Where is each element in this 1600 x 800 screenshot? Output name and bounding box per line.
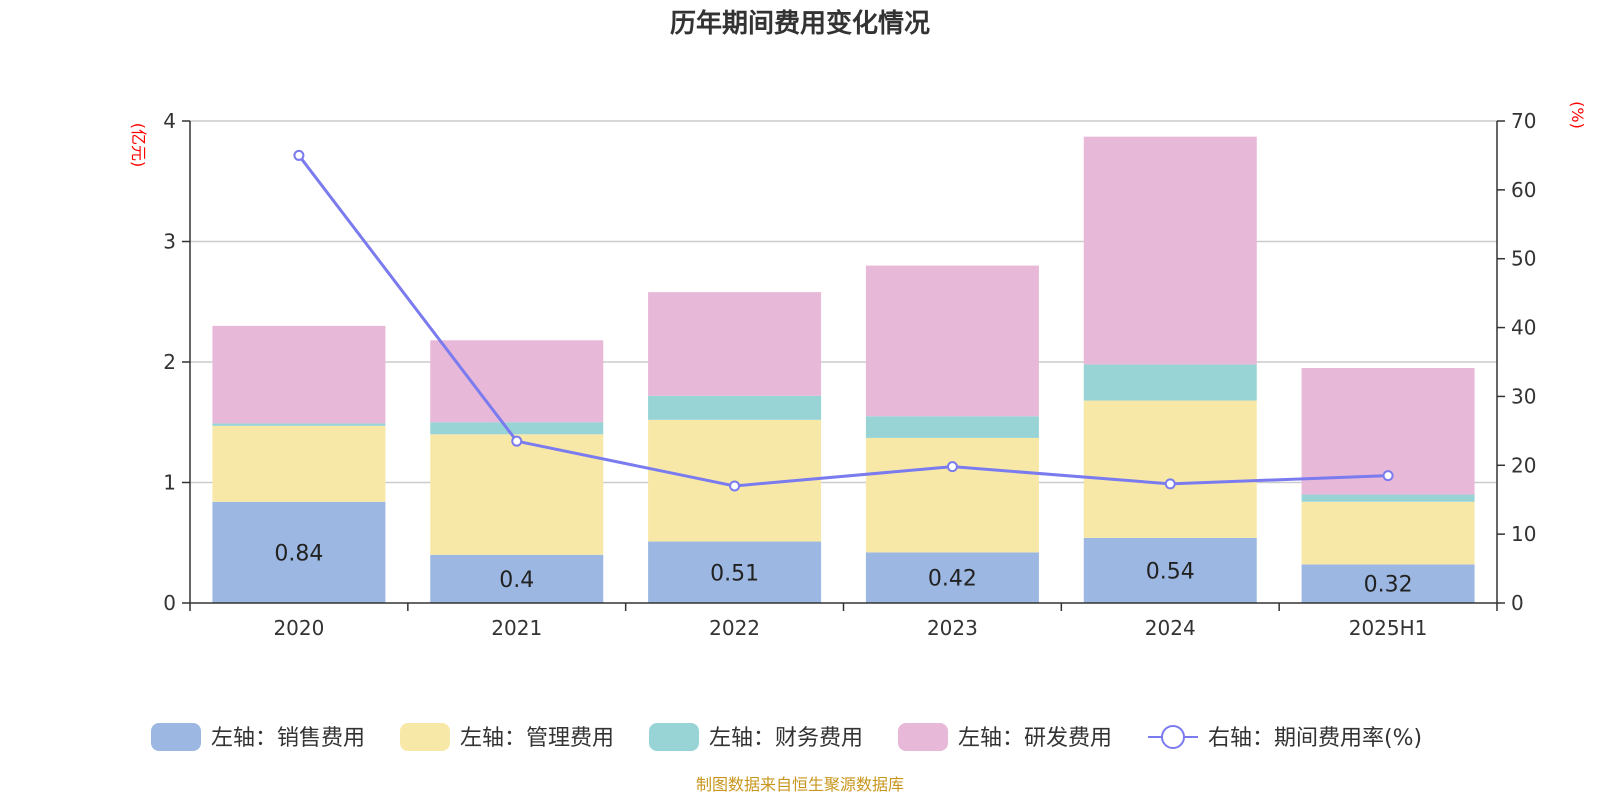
bar-segment <box>212 325 386 424</box>
bar-data-label: 0.4 <box>499 568 534 593</box>
bar-data-label: 0.84 <box>274 541 323 566</box>
right-axis-unit: (%) <box>1568 101 1587 129</box>
bar-segment <box>865 437 1039 553</box>
bar-segment <box>1083 537 1257 603</box>
legend-circle-marker <box>1161 725 1185 749</box>
bar-segment <box>648 395 822 420</box>
rate-point <box>1382 470 1394 482</box>
left-axis-tick-label: 0 <box>163 591 176 615</box>
right-axis-tick-label: 30 <box>1511 384 1536 408</box>
bar-data-label: 0.32 <box>1364 573 1413 598</box>
legend-label: 左轴：管理费用 <box>460 726 614 751</box>
right-axis-tick-label: 50 <box>1511 247 1536 271</box>
bar-data-label: 0.42 <box>928 567 977 592</box>
bar-segment <box>430 554 604 603</box>
rate-point <box>511 435 523 447</box>
rate-point <box>1164 478 1176 490</box>
rate-point <box>946 461 958 473</box>
bar-segment <box>212 501 386 603</box>
chart-title: 历年期间费用变化情况 <box>670 8 930 39</box>
rate-line <box>297 154 1389 488</box>
legend-swatch <box>151 723 201 751</box>
left-axis-tick-label: 3 <box>163 230 176 254</box>
bar-data-label: 0.54 <box>1146 559 1195 584</box>
left-axis-unit: (亿元) <box>129 123 148 168</box>
legend-label: 左轴：财务费用 <box>709 726 863 751</box>
right-axis-tick-label: 10 <box>1511 522 1536 546</box>
legend-swatch <box>898 723 948 751</box>
bar-segment <box>1083 136 1257 365</box>
legend-swatch <box>400 723 450 751</box>
bar-segment <box>1083 400 1257 538</box>
legend: 左轴：销售费用 左轴：管理费用 左轴：财务费用 左轴：研发费用 右轴：期间费用率(%) <box>151 723 1422 751</box>
bar-segment <box>1301 564 1475 603</box>
grid-layer <box>190 120 1497 484</box>
bar-segment <box>1301 494 1475 502</box>
x-axis-tick-label: 2021 <box>491 616 542 640</box>
bar-segment <box>430 340 604 423</box>
right-axis-tick-label: 0 <box>1511 591 1524 615</box>
right-axis-tick-label: 20 <box>1511 453 1536 477</box>
x-axis-tick-label: 2023 <box>927 616 978 640</box>
right-axis-tick-label: 70 <box>1511 109 1536 133</box>
legend-label: 右轴：期间费用率(%) <box>1208 726 1422 751</box>
bar-segment <box>865 552 1039 603</box>
x-axis-tick-label: 2025H1 <box>1349 616 1428 640</box>
bar-segment <box>648 541 822 603</box>
bar-segment <box>1301 501 1475 565</box>
rate-point <box>293 149 305 161</box>
left-axis-tick-label: 1 <box>163 471 176 495</box>
legend-label: 左轴：研发费用 <box>958 726 1112 751</box>
bar-segment <box>865 265 1039 417</box>
x-axis-tick-label: 2020 <box>273 616 324 640</box>
bar-segment <box>865 416 1039 438</box>
bar-segment <box>648 292 822 396</box>
x-axis-tick-label: 2022 <box>709 616 760 640</box>
legend-swatch <box>649 723 699 751</box>
rate-point <box>729 480 741 492</box>
bar-segment <box>212 423 386 426</box>
bar-data-label: 0.51 <box>710 561 759 586</box>
right-axis-tick-label: 40 <box>1511 316 1536 340</box>
right-axis-tick-label: 60 <box>1511 178 1536 202</box>
source-note: 制图数据来自恒生聚源数据库 <box>696 775 904 794</box>
left-axis-tick-label: 2 <box>163 350 176 374</box>
left-axis-tick-label: 4 <box>163 109 176 133</box>
bar-segment <box>212 425 386 502</box>
bar-layer: 0.84 0.4 0.51 0.42 0.54 0.32 <box>212 136 1475 603</box>
bar-segment <box>430 422 604 435</box>
bar-segment <box>1083 364 1257 401</box>
x-axis-tick-label: 2024 <box>1145 616 1196 640</box>
line-layer <box>293 149 1394 492</box>
legend-label: 左轴：销售费用 <box>211 726 365 751</box>
